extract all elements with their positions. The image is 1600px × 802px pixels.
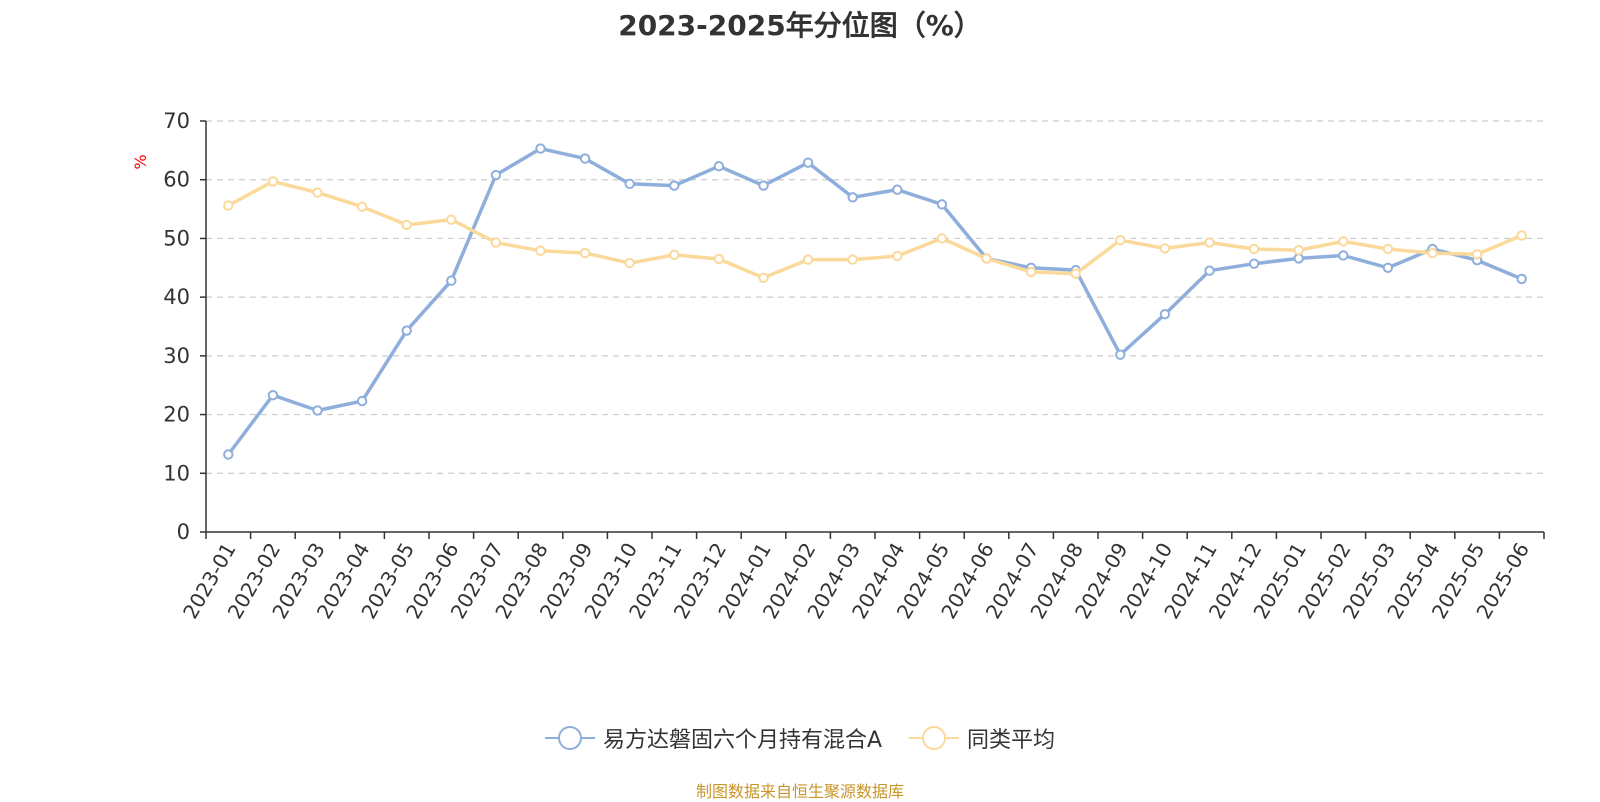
data-point [758, 272, 769, 283]
data-point [579, 247, 591, 259]
legend-item-series-1[interactable]: 同类平均 [909, 722, 1055, 754]
data-point [1115, 349, 1126, 360]
series-line [227, 179, 1523, 280]
series-line [226, 146, 1523, 456]
legend-label: 同类平均 [967, 728, 1056, 753]
data-point [713, 161, 725, 172]
data-point [490, 169, 502, 181]
data-point [1248, 243, 1260, 255]
data-point [669, 249, 680, 261]
series-0 [223, 143, 1527, 460]
data-point [713, 253, 725, 265]
data-point [1338, 236, 1349, 247]
y-tick-label: 70 [163, 109, 190, 133]
data-point [802, 157, 814, 168]
legend-marker-icon [544, 725, 595, 751]
data-point [1070, 268, 1081, 279]
data-point [892, 250, 903, 262]
data-point [1115, 234, 1126, 246]
data-point [758, 180, 769, 191]
data-point [1025, 266, 1037, 278]
legend: 易方达磐固六个月持有混合A 同类平均 [0, 722, 1600, 757]
data-point [669, 180, 680, 191]
y-tick-label: 20 [163, 403, 190, 427]
data-point [1159, 308, 1171, 320]
data-point [1248, 258, 1260, 269]
y-tick-label: 30 [163, 344, 190, 368]
y-tick-label: 60 [163, 168, 190, 192]
data-point [490, 237, 502, 248]
data-point [1293, 244, 1304, 256]
data-point [356, 201, 368, 212]
data-point [267, 389, 279, 401]
data-point [1516, 230, 1527, 241]
data-point [446, 275, 457, 286]
data-point [535, 245, 546, 256]
data-point [535, 143, 546, 154]
series-1 [223, 176, 1527, 283]
y-tick-label: 50 [163, 226, 190, 250]
data-point [1293, 253, 1304, 264]
data-point [223, 200, 234, 211]
data-point [312, 187, 323, 198]
data-point [1204, 265, 1215, 276]
data-point [1471, 249, 1483, 260]
data-point [267, 176, 279, 187]
legend-label: 易方达磐固六个月持有混合A [602, 728, 883, 753]
data-point [446, 214, 457, 225]
data-point [223, 449, 234, 460]
data-point [1382, 243, 1394, 255]
data-point [847, 192, 858, 203]
gridlines [206, 120, 1544, 474]
chart-title: 2023-2025年分位图（%） [618, 9, 982, 42]
data-point [936, 233, 948, 244]
data-point [892, 184, 903, 195]
data-point [312, 405, 323, 416]
data-point [356, 395, 368, 407]
data-point [624, 178, 635, 190]
y-axis-ticks: 0 10 20 30 40 50 60 70 [163, 109, 206, 544]
legend-circle [557, 726, 582, 750]
data-point [401, 219, 412, 231]
data-point [1382, 262, 1394, 273]
data-point [1516, 273, 1527, 285]
x-axis-ticks: 2023-012023-022023-032023-042023-052023-… [178, 532, 1545, 623]
legend-marker-icon [909, 725, 960, 751]
data-point [936, 199, 948, 210]
data-point [1427, 247, 1438, 259]
data-point [802, 254, 814, 265]
y-tick-label: 0 [177, 520, 190, 544]
data-point [1204, 237, 1215, 248]
data-point [1159, 243, 1171, 254]
data-point [847, 254, 858, 265]
y-tick-label: 40 [163, 285, 190, 309]
y-tick-label: 10 [163, 461, 190, 485]
data-point [579, 153, 591, 164]
data-point [624, 257, 635, 269]
y-axis-label: % [131, 154, 150, 169]
data-point [401, 325, 412, 336]
data-point [981, 253, 992, 264]
source-footer: 制图数据来自恒生聚源数据库 [695, 782, 904, 801]
data-point [1338, 250, 1349, 261]
series-layer [223, 143, 1527, 460]
legend-item-series-0[interactable]: 易方达磐固六个月持有混合A [544, 722, 883, 754]
legend-circle [922, 726, 947, 750]
